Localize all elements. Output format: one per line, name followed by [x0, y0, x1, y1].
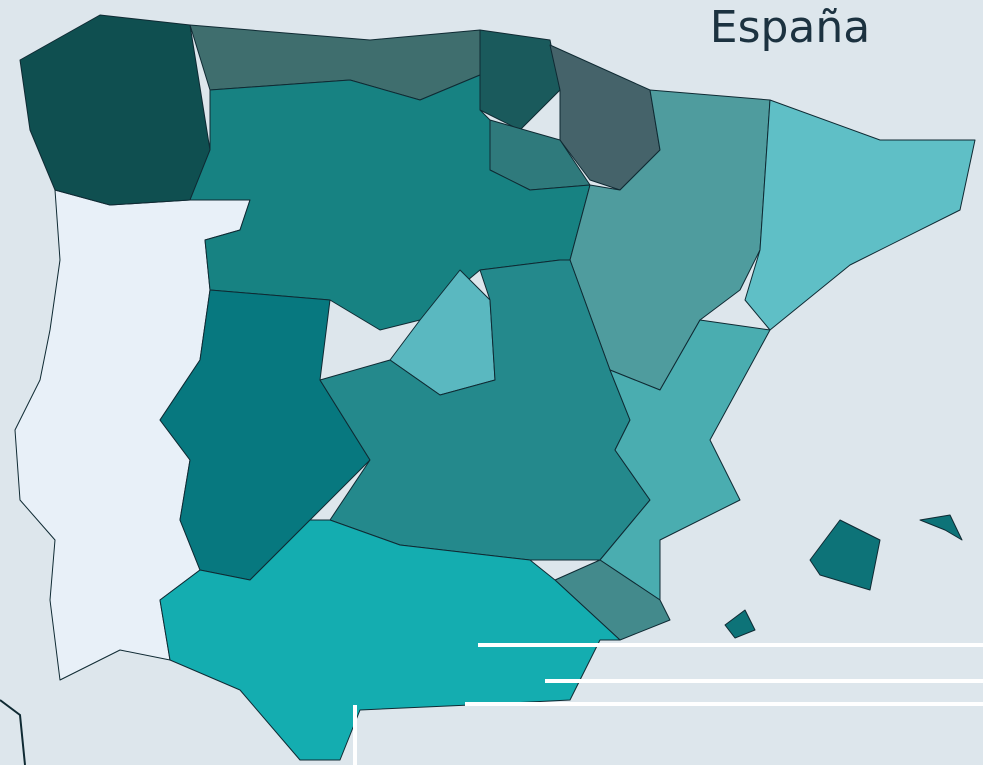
- map: España: [0, 0, 983, 765]
- map-title: España: [710, 2, 870, 53]
